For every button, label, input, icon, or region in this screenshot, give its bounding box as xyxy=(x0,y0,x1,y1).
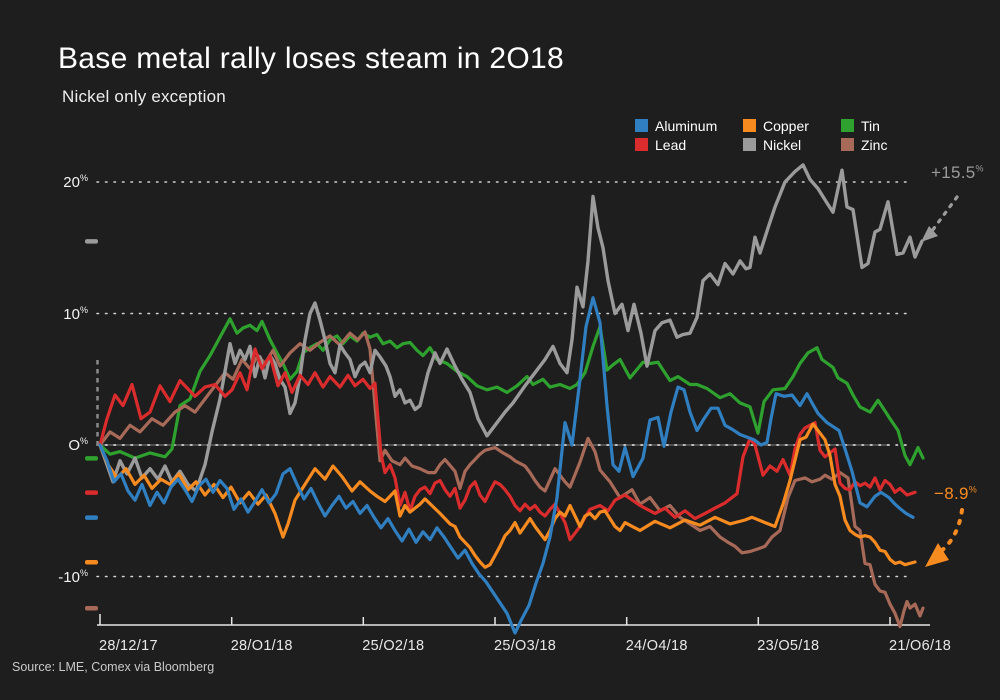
page-title: Base metal rally loses steam in 2O18 xyxy=(58,42,565,75)
final-value-tick-nickel xyxy=(85,239,98,244)
legend-item-tin: Tin xyxy=(841,116,931,135)
x-tick-label: 28/O1/18 xyxy=(230,638,293,654)
x-tick-label: 21/O6/18 xyxy=(889,638,952,654)
copper-arrow-dashed xyxy=(938,508,964,554)
x-tick-label: 23/O5/18 xyxy=(757,638,820,654)
legend-label: Nickel xyxy=(763,136,802,153)
nickel-arrowhead-icon xyxy=(921,226,938,242)
series-line-aluminum xyxy=(98,296,915,635)
y-tick-label: O% xyxy=(68,436,88,454)
source-credit: Source: LME, Comex via Bloomberg xyxy=(12,660,215,674)
annotation-copper-end: −8.9% xyxy=(934,484,977,503)
x-tick-label: 28/12/17 xyxy=(99,638,158,654)
series-line-nickel xyxy=(98,163,924,493)
legend-label: Tin xyxy=(861,117,880,134)
legend-item-copper: Copper xyxy=(743,116,841,135)
nickel-arrow-dashed xyxy=(930,195,959,233)
legend-label: Zinc xyxy=(861,136,888,153)
y-tick-label: 20% xyxy=(63,173,88,191)
x-tick-label: 25/O2/18 xyxy=(362,638,425,654)
x-tick-label: 24/O4/18 xyxy=(625,638,688,654)
legend-label: Copper xyxy=(763,117,809,134)
chart-subtitle: Nickel only exception xyxy=(62,87,226,106)
y-tick-label: -10% xyxy=(58,567,88,586)
final-value-tick-zinc xyxy=(85,606,98,611)
final-value-tick-lead xyxy=(85,490,98,495)
legend-item-aluminum: Aluminum xyxy=(635,116,743,135)
legend-label: Lead xyxy=(655,136,687,153)
legend-label: Aluminum xyxy=(655,117,718,134)
series-line-copper xyxy=(98,422,917,569)
series-line-lead xyxy=(98,347,917,542)
legend-swatch-icon xyxy=(743,119,756,132)
legend-item-nickel: Nickel xyxy=(743,135,841,154)
legend-swatch-icon xyxy=(635,138,648,151)
series-line-tin xyxy=(98,317,925,467)
annotation-nickel-end: +15.5% xyxy=(931,163,984,182)
legend-swatch-icon xyxy=(841,138,854,151)
legend-item-lead: Lead xyxy=(635,135,743,154)
legend: Aluminum Copper Tin Lead Nickel Zinc xyxy=(635,116,931,154)
y-tick-label: 10% xyxy=(63,304,88,323)
legend-swatch-icon xyxy=(743,138,756,151)
final-value-tick-aluminum xyxy=(85,515,98,520)
copper-arrowhead-icon xyxy=(925,543,949,567)
x-tick-label: 25/O3/18 xyxy=(494,638,557,654)
series-line-zinc xyxy=(98,330,925,629)
legend-item-zinc: Zinc xyxy=(841,135,931,154)
final-value-tick-tin xyxy=(85,456,98,461)
legend-swatch-icon xyxy=(635,119,648,132)
final-value-tick-copper xyxy=(85,560,98,565)
legend-swatch-icon xyxy=(841,119,854,132)
